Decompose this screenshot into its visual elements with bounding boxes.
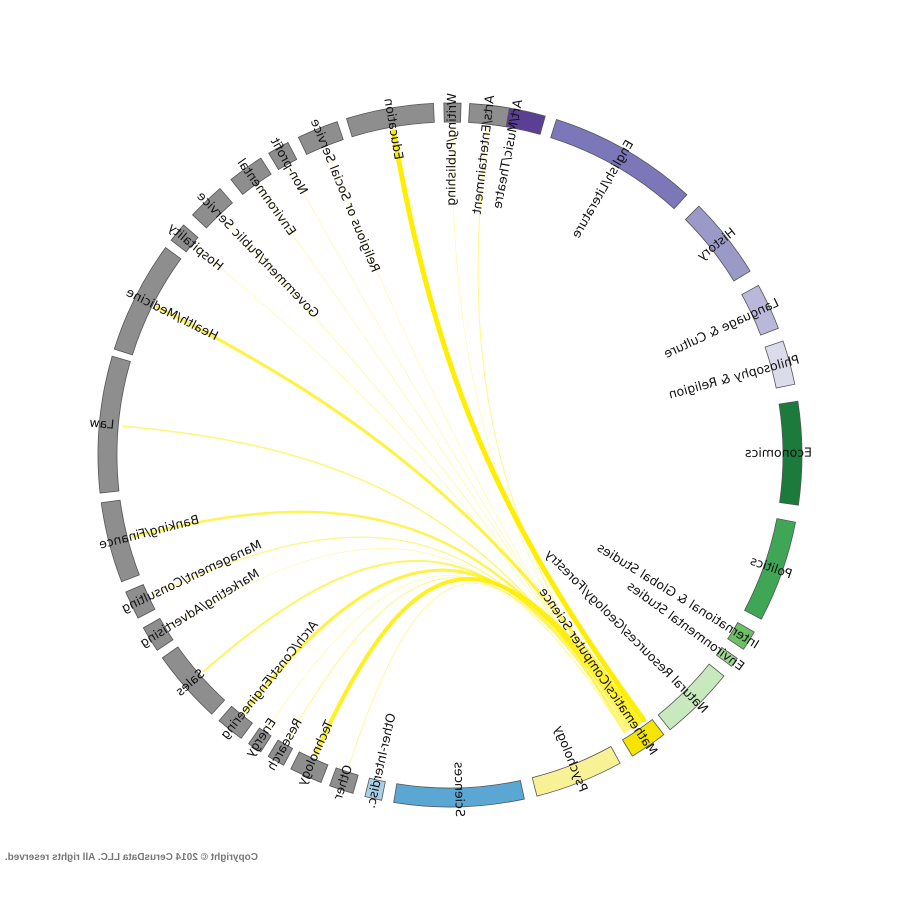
ribbon-to-management-consulting	[152, 536, 630, 731]
segment-technology[interactable]	[290, 751, 329, 784]
ribbon-to-law	[122, 425, 631, 730]
copyright-notice: Copyright © 2014 CerusData LLC. All righ…	[5, 852, 258, 863]
ribbon-to-arch-const-engineering	[243, 568, 637, 728]
segment-religious-or-social-service[interactable]	[297, 121, 344, 155]
ribbon-to-marketing-advertising	[170, 548, 625, 734]
ribbon-to-environmental	[259, 187, 627, 733]
ribbon-to-religious-or-social-service	[326, 150, 626, 733]
ribbon-to-hospitality	[195, 247, 626, 733]
segment-sales[interactable]	[161, 646, 226, 715]
segment-hospitality[interactable]	[170, 224, 199, 253]
label-religious-or-social-service: Religious or Social Service	[308, 116, 384, 274]
segment-marketing-advertising[interactable]	[142, 617, 174, 651]
segment-non-profit[interactable]	[268, 141, 298, 171]
segment-environmental[interactable]	[230, 157, 272, 195]
label-other-interdisc: Other-Interdisc.	[363, 712, 399, 810]
ribbon-to-health-medicine	[155, 305, 643, 724]
ribbon-to-non-profit	[289, 168, 626, 733]
segment-politics[interactable]	[744, 518, 797, 620]
segment-education[interactable]	[345, 102, 435, 138]
label-economics: Economics	[745, 445, 812, 460]
segment-psychology[interactable]	[531, 745, 621, 797]
ribbon-to-banking-finance	[131, 510, 635, 729]
label-sciences: Sciences	[452, 762, 468, 817]
ribbon-to-government-public-service	[222, 218, 627, 732]
ribbon-to-energy	[267, 575, 625, 734]
segment-economics[interactable]	[778, 400, 803, 506]
ribbon-to-sales	[202, 559, 633, 730]
segment-philosophy-religion[interactable]	[764, 340, 796, 389]
segment-sciences[interactable]	[393, 780, 525, 808]
segment-mathematics-computer-science[interactable]	[621, 718, 665, 757]
segment-language-culture[interactable]	[741, 284, 779, 336]
segment-law[interactable]	[97, 355, 131, 494]
ribbon-to-arts-entertainment	[477, 128, 629, 731]
ribbon-to-research	[287, 577, 629, 741]
segment-english-literature[interactable]	[550, 118, 688, 210]
segment-energy[interactable]	[248, 727, 272, 753]
segment-arch-const-engineering[interactable]	[218, 705, 253, 739]
segment-health-medicine[interactable]	[113, 247, 182, 356]
label-law: Law	[89, 415, 115, 432]
segment-environmental-studies[interactable]	[715, 646, 738, 667]
label-international-global-studies: International & Global Studies	[595, 540, 762, 652]
ribbon-to-education	[391, 129, 647, 723]
label-writing-publishing: Writing/Publishing	[443, 93, 459, 206]
segment-arts-entertainment[interactable]	[468, 103, 510, 128]
group-arcs	[97, 102, 803, 808]
segment-international-global-studies[interactable]	[727, 621, 755, 650]
ribbon-to-technology	[313, 577, 641, 757]
segment-research[interactable]	[267, 739, 294, 766]
segment-government-public-service[interactable]	[191, 187, 233, 229]
segment-history[interactable]	[684, 205, 751, 282]
segment-other-interdisc[interactable]	[364, 777, 386, 801]
segment-natural-resources-geology-forestry[interactable]	[657, 663, 725, 731]
ribbon-to-other	[348, 583, 628, 768]
flow-ribbons	[122, 126, 647, 768]
segment-management-consulting[interactable]	[125, 584, 156, 619]
segment-other[interactable]	[329, 767, 359, 794]
group-labels: Art/Music/Theatre English/LiteratureHisto…	[89, 93, 812, 817]
ribbon-to-writing-publishing	[451, 126, 625, 734]
segment-writing-publishing[interactable]	[443, 102, 462, 123]
segment-banking-finance[interactable]	[100, 499, 140, 583]
